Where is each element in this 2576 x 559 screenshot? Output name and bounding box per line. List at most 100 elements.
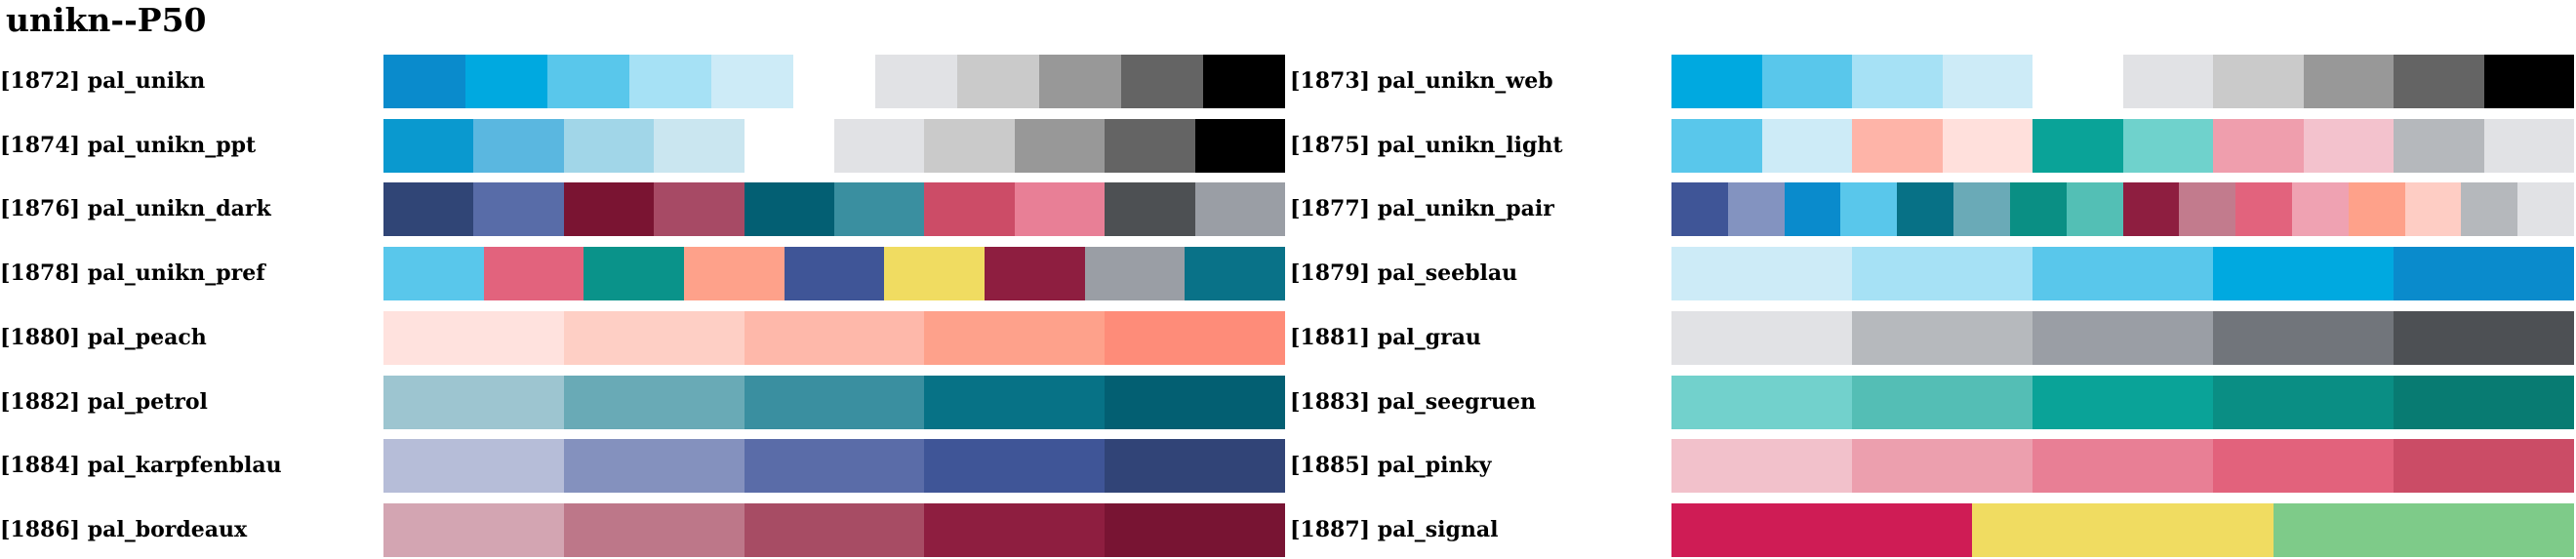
palette-row: [1876] pal_unikn_dark [0, 182, 2576, 237]
palette-row: [1875] pal_unikn_light [0, 118, 2576, 173]
color-swatch [2394, 118, 2484, 173]
color-swatch [1194, 118, 1286, 173]
palette-swatch-strip [1671, 182, 2574, 237]
color-swatch [2303, 55, 2394, 108]
color-swatch [924, 375, 1106, 429]
palette-row: [1881] pal_grau [0, 310, 2576, 365]
color-swatch [2394, 55, 2484, 108]
color-swatch [875, 55, 957, 108]
color-swatch [1105, 375, 1285, 429]
palette-row: [1882] pal_petrol [0, 375, 2576, 429]
color-swatch [1671, 247, 1852, 301]
palette-swatch-strip [383, 375, 1285, 429]
color-swatch [2009, 182, 2067, 237]
color-swatch [684, 247, 785, 301]
color-swatch [383, 118, 474, 173]
palette-swatch-strip [383, 55, 1285, 108]
color-swatch [383, 55, 465, 108]
color-swatch [2213, 310, 2394, 365]
color-swatch [924, 182, 1015, 237]
color-swatch [1852, 439, 2033, 494]
color-swatch [957, 55, 1039, 108]
color-swatch [2033, 310, 2213, 365]
page-title: unikn--P50 [6, 1, 207, 39]
color-swatch [563, 310, 745, 365]
color-swatch [834, 182, 925, 237]
palette-swatch-strip [1671, 439, 2574, 494]
color-swatch [483, 247, 584, 301]
color-swatch [1194, 182, 1286, 237]
color-swatch [1105, 310, 1285, 365]
color-swatch [834, 118, 925, 173]
palette-label: [1878] pal_unikn_pref [0, 260, 265, 287]
color-swatch [584, 247, 685, 301]
palette-row: [1872] pal_unikn [0, 55, 2576, 108]
color-swatch [1671, 439, 1852, 494]
color-swatch [1761, 55, 1852, 108]
palette-row: [1887] pal_signal [0, 502, 2576, 557]
color-swatch [2404, 182, 2462, 237]
color-swatch [924, 310, 1106, 365]
palette-swatch-strip [1671, 310, 2574, 365]
color-swatch [1105, 182, 1195, 237]
palette-label: [1873] pal_unikn_web [1290, 68, 1553, 94]
color-swatch [744, 310, 925, 365]
color-swatch [711, 55, 793, 108]
color-swatch [2394, 247, 2574, 301]
palette-row: [1878] pal_unikn_pref [0, 247, 2576, 301]
color-swatch [383, 439, 564, 494]
palette-row: [1880] pal_peach [0, 310, 2576, 365]
palette-label: [1872] pal_unikn [0, 68, 206, 94]
color-swatch [985, 247, 1085, 301]
palette-label: [1875] pal_unikn_light [1290, 132, 1563, 158]
palette-label: [1880] pal_peach [0, 324, 207, 350]
color-swatch [2066, 182, 2123, 237]
color-swatch [744, 439, 925, 494]
color-swatch [1039, 55, 1121, 108]
palette-swatch-strip [1671, 118, 2574, 173]
color-swatch [1671, 182, 1728, 237]
palette-row: [1877] pal_unikn_pair [0, 182, 2576, 237]
color-swatch [2394, 310, 2574, 365]
color-swatch [2122, 118, 2213, 173]
color-swatch [1121, 55, 1203, 108]
palette-swatch-strip [1671, 55, 2574, 108]
palette-swatch-strip [383, 182, 1286, 237]
color-swatch [1942, 118, 2033, 173]
color-swatch [784, 247, 885, 301]
color-swatch [383, 182, 474, 237]
color-swatch [1972, 502, 2274, 557]
color-swatch [654, 182, 745, 237]
color-swatch [1671, 310, 1852, 365]
color-swatch [2235, 182, 2292, 237]
palette-label: [1885] pal_pinky [1290, 453, 1492, 479]
color-swatch [2483, 118, 2574, 173]
color-swatch [654, 118, 745, 173]
color-swatch [2483, 55, 2574, 108]
color-swatch [884, 247, 986, 301]
color-swatch [924, 118, 1015, 173]
palette-label: [1876] pal_unikn_dark [0, 196, 271, 222]
color-swatch [1852, 118, 1943, 173]
color-swatch [1105, 502, 1285, 557]
color-swatch [1084, 247, 1186, 301]
palette-row: [1884] pal_karpfenblau [0, 439, 2576, 494]
palette-label: [1887] pal_signal [1290, 516, 1499, 542]
color-swatch [744, 182, 835, 237]
color-swatch [2033, 375, 2213, 429]
palette-label: [1884] pal_karpfenblau [0, 453, 282, 479]
color-swatch [465, 55, 547, 108]
palette-label: [1874] pal_unikn_ppt [0, 132, 257, 158]
palette-row: [1883] pal_seegruen [0, 375, 2576, 429]
color-swatch [473, 118, 564, 173]
color-swatch [2273, 502, 2574, 557]
color-swatch [2517, 182, 2574, 237]
color-swatch [1203, 55, 1285, 108]
color-swatch [1671, 118, 1762, 173]
color-swatch [563, 118, 655, 173]
palette-label: [1879] pal_seeblau [1290, 260, 1518, 287]
palette-label: [1877] pal_unikn_pair [1290, 196, 1554, 222]
palette-row: [1873] pal_unikn_web [0, 55, 2576, 108]
color-swatch [2291, 182, 2349, 237]
color-swatch [1014, 182, 1106, 237]
